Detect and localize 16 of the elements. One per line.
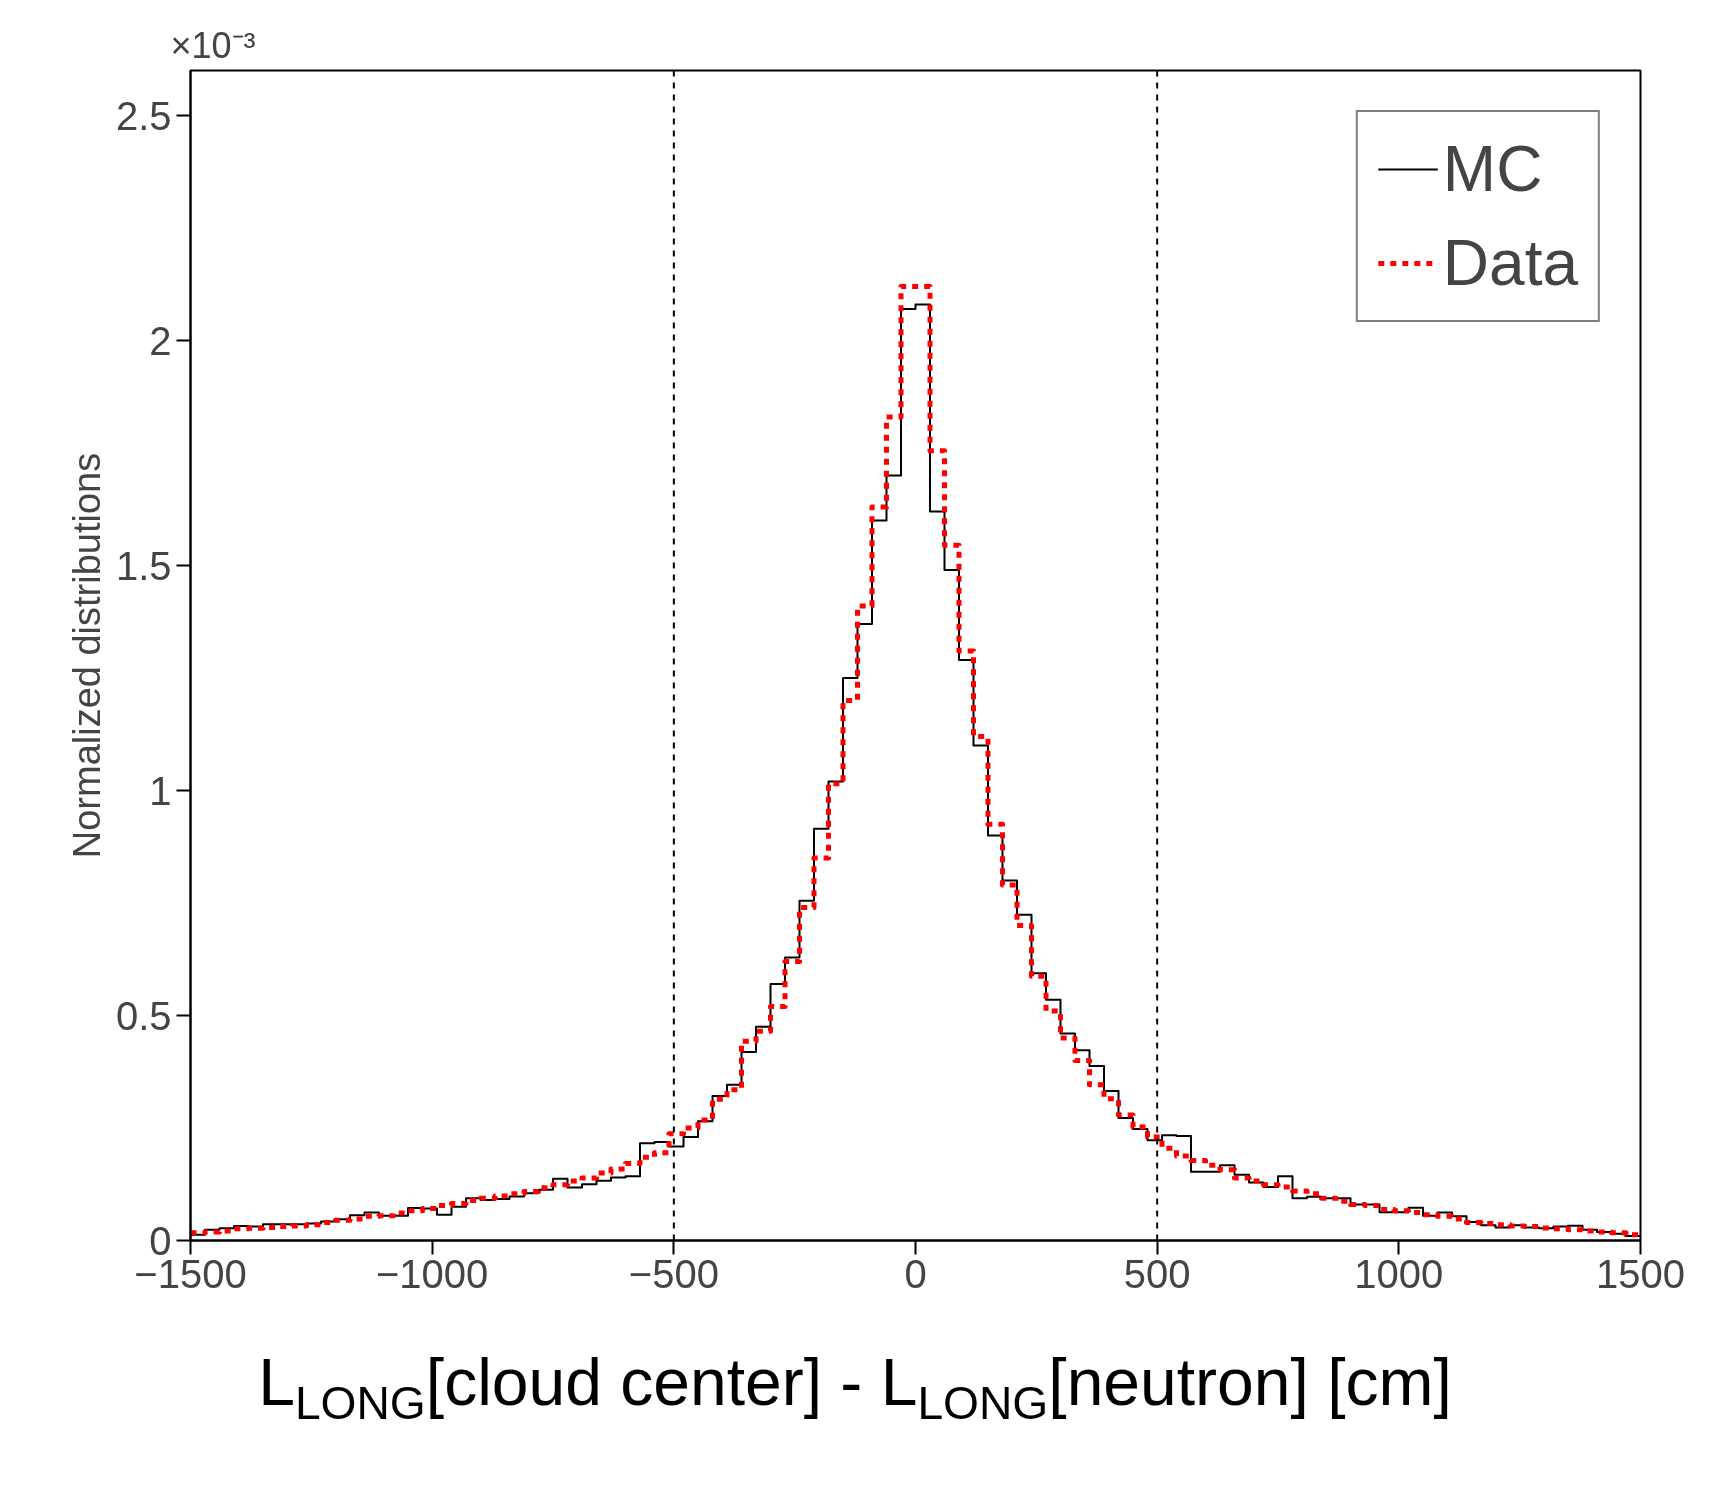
x-tick-label: −500 bbox=[628, 1251, 719, 1296]
x-tick-label: 1000 bbox=[1354, 1251, 1444, 1296]
y-axis-title: Normalized distributions bbox=[65, 452, 108, 859]
y-tick-label: 1.5 bbox=[115, 543, 172, 588]
legend-label: MC bbox=[1442, 132, 1543, 206]
legend-label: Data bbox=[1442, 226, 1578, 300]
x-tick-label: 0 bbox=[904, 1251, 927, 1296]
y-tick-label: 0.5 bbox=[115, 993, 172, 1038]
x-tick-label: 1500 bbox=[1596, 1251, 1685, 1296]
text: ×10⁻³ bbox=[170, 24, 256, 66]
x-axis-title: L$_{LONG}$[cloud center] - L$_{LONG}$[neutron] [cm] bbox=[257, 1344, 1453, 1432]
y-tick-label: 1 bbox=[149, 768, 172, 813]
x-tick-label: 500 bbox=[1123, 1251, 1191, 1296]
y-tick-label: 2.5 bbox=[115, 93, 172, 138]
y-tick-label: 2 bbox=[149, 318, 172, 363]
x-tick-label: −1000 bbox=[375, 1251, 489, 1296]
